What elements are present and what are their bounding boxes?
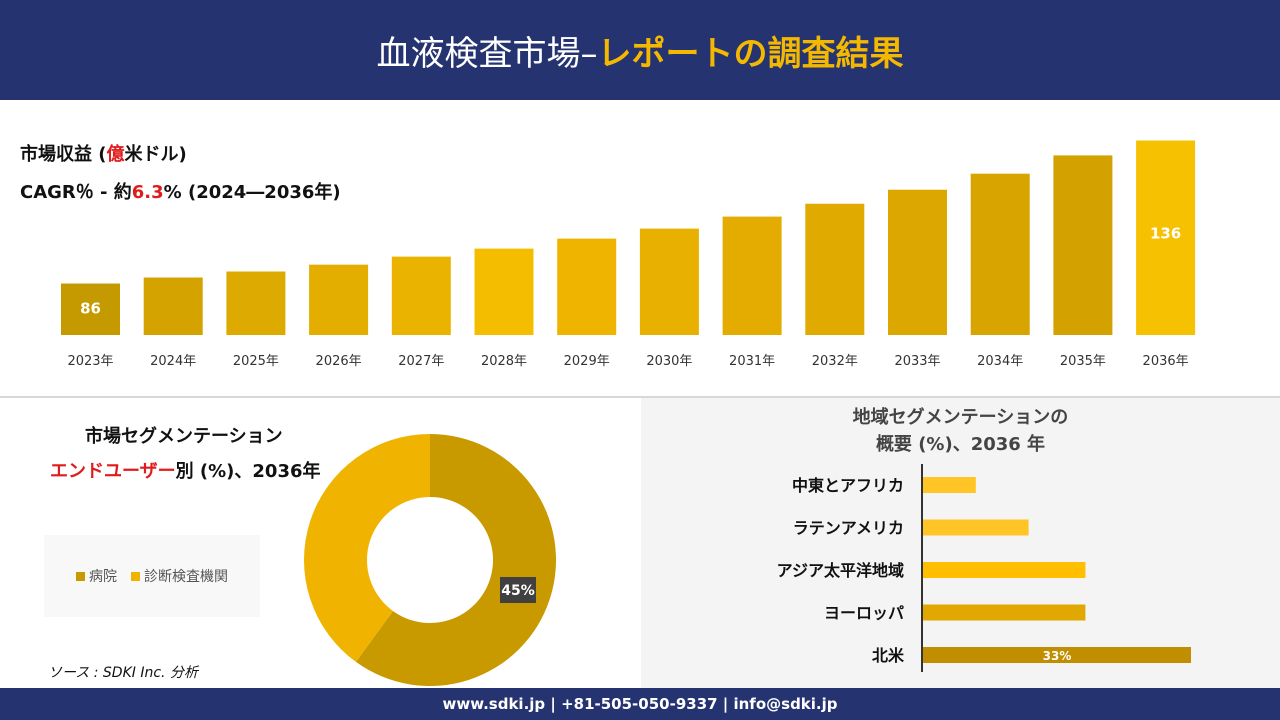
x-tick-label: 2030年 xyxy=(646,354,692,369)
divider xyxy=(0,396,1280,398)
bar-2033年 xyxy=(888,189,947,335)
bar-2026年 xyxy=(309,264,369,335)
bar-中東とアフリカ xyxy=(923,477,976,493)
x-tick-label: 2026年 xyxy=(316,354,362,369)
y-tick-label: アジア太平洋地域 xyxy=(777,561,904,580)
x-tick-label: 2035年 xyxy=(1060,354,1106,369)
x-tick-label: 2028年 xyxy=(481,354,527,369)
donut-slice-診断検査機関 xyxy=(304,434,430,662)
x-tick-label: 2023年 xyxy=(67,354,113,369)
bar-2030年 xyxy=(639,228,699,335)
bar-アジア太平洋地域 xyxy=(923,562,1086,578)
legend-item-hospital: 病院 xyxy=(76,566,117,586)
footer-contact: www.sdki.jp | +81-505-050-9337 | info@sd… xyxy=(0,688,1280,720)
bar-2035年 xyxy=(1053,155,1113,335)
bar-2028年 xyxy=(474,248,534,335)
end-user-donut-chart: 45% xyxy=(304,434,556,686)
bar-2023年 xyxy=(61,283,120,335)
y-tick-label: ラテンアメリカ xyxy=(793,519,904,538)
x-tick-label: 2025年 xyxy=(233,354,279,369)
bar-2032年 xyxy=(805,203,865,335)
cagr-label: CAGR％ - 約6.3% (2024―2036年) xyxy=(20,182,341,203)
bar-2025年 xyxy=(226,271,286,335)
page-header: 血液検査市場– レポートの調査結果 xyxy=(0,0,1280,100)
y-tick-label: ヨーロッパ xyxy=(824,604,904,623)
bar-data-label: 33% xyxy=(1043,649,1072,663)
bar-2027年 xyxy=(391,256,451,335)
bar-2031年 xyxy=(722,216,782,335)
revenue-bar-chart: 2023年 86 2024年 2025年 2026年 2027年 2028年 2029年 203… xyxy=(61,140,1196,369)
region-panel xyxy=(641,398,1280,688)
donut-slice-病院 xyxy=(355,434,556,686)
title-highlight: レポートの調査結果 xyxy=(597,33,904,74)
revenue-label: 市場収益 (億米ドル) xyxy=(20,144,187,165)
title-main: 血液検査市場– xyxy=(376,33,598,74)
bar-data-label: 86 xyxy=(80,300,101,318)
x-tick-label: 2036年 xyxy=(1143,354,1189,369)
x-tick-label: 2034年 xyxy=(977,354,1023,369)
bar-ラテンアメリカ xyxy=(923,519,1029,536)
donut-legend: 病院 診断検査機関 xyxy=(44,535,260,617)
region-title: 地域セグメンテーションの 概要 (%)、2036 年 xyxy=(852,407,1069,455)
x-tick-label: 2027年 xyxy=(398,354,444,369)
segment-title: 市場セグメンテーション xyxy=(85,426,283,447)
x-tick-label: 2033年 xyxy=(894,354,940,369)
data-label-box xyxy=(500,577,536,603)
segment-subtitle: エンドユーザー別 (%)、2036年 xyxy=(50,461,321,482)
source-note: ソース : SDKI Inc. 分析 xyxy=(48,665,198,681)
legend-item-labs: 診断検査機関 xyxy=(131,566,228,586)
x-tick-label: 2029年 xyxy=(564,354,610,369)
bar-ヨーロッパ xyxy=(923,604,1086,621)
bar-2029年 xyxy=(557,238,617,335)
bar-2034年 xyxy=(970,173,1030,335)
bar-data-label: 136 xyxy=(1150,225,1181,243)
x-tick-label: 2032年 xyxy=(812,354,858,369)
donut-data-label: 45% xyxy=(501,583,535,599)
y-tick-label: 中東とアフリカ xyxy=(792,476,904,495)
bar-北米 xyxy=(923,647,1191,663)
y-tick-label: 北米 xyxy=(872,646,905,665)
bar-2036年 xyxy=(1136,140,1196,335)
x-tick-label: 2024年 xyxy=(150,354,196,369)
x-tick-label: 2031年 xyxy=(729,354,775,369)
bar-2024年 xyxy=(143,277,203,335)
